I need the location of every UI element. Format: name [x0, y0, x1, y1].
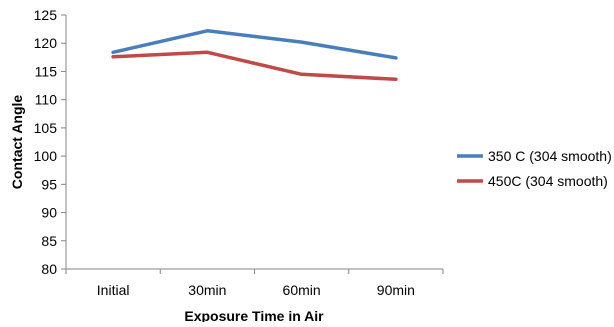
y-tick-label: 105 [34, 120, 58, 136]
y-tick-label: 125 [34, 7, 58, 23]
legend-label-1: 350 C (304 smooth) [488, 148, 612, 164]
y-tick-label: 95 [41, 176, 57, 192]
x-tick-label: 30min [188, 282, 226, 298]
y-tick-label: 90 [41, 205, 57, 221]
y-tick-label: 100 [34, 148, 58, 164]
y-tick-label: 115 [35, 63, 58, 79]
y-tick-label: 85 [41, 233, 57, 249]
series-lines [111, 29, 398, 82]
y-tick-label: 110 [35, 92, 58, 108]
x-axis-title: Exposure Time in Air [184, 308, 324, 322]
y-tick-label: 80 [41, 261, 57, 277]
axes: 80 85 90 95 100 105 110 115 120 125 Initial 30min 60… [34, 7, 444, 298]
x-tick-label: 60min [283, 282, 321, 298]
x-tick-label: Initial [97, 282, 130, 298]
x-tick-label: 90min [377, 282, 415, 298]
y-tick-label: 120 [34, 35, 58, 51]
legend: 350 C (304 smooth) 450C (304 smooth) [457, 148, 612, 189]
series-line-2 [111, 50, 398, 82]
legend-label-2: 450C (304 smooth) [488, 173, 608, 189]
series-line-1 [111, 29, 398, 60]
y-axis-title: Contact Angle [9, 95, 25, 190]
